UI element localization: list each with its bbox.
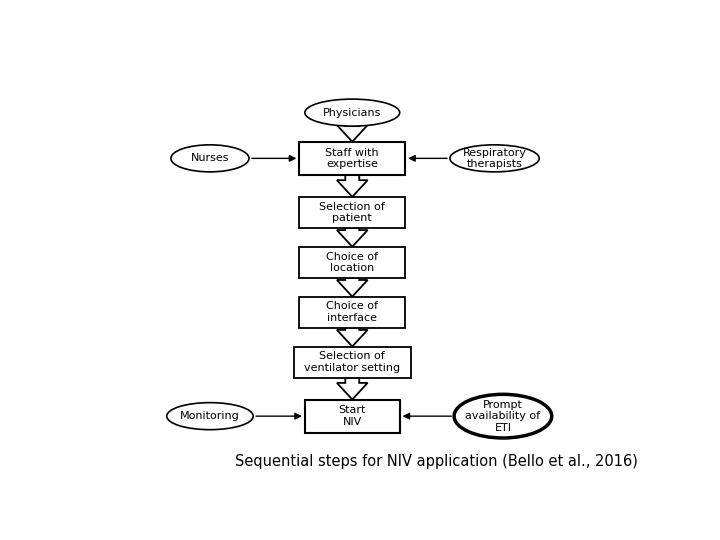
Text: Selection of
patient: Selection of patient (320, 201, 385, 223)
Text: Sequential steps for NIV application (Bello et al., 2016): Sequential steps for NIV application (Be… (235, 454, 637, 469)
FancyBboxPatch shape (305, 400, 400, 433)
Polygon shape (337, 228, 368, 247)
Text: Physicians: Physicians (323, 107, 382, 118)
Text: Nurses: Nurses (191, 153, 229, 164)
FancyBboxPatch shape (300, 197, 405, 228)
Ellipse shape (171, 145, 249, 172)
Polygon shape (337, 125, 368, 141)
Text: Prompt
availability of
ETI: Prompt availability of ETI (465, 400, 541, 433)
Text: Monitoring: Monitoring (180, 411, 240, 421)
FancyBboxPatch shape (300, 141, 405, 175)
FancyBboxPatch shape (300, 296, 405, 328)
Ellipse shape (450, 145, 539, 172)
Polygon shape (337, 328, 368, 347)
FancyBboxPatch shape (300, 247, 405, 278)
Ellipse shape (167, 403, 253, 430)
Text: Respiratory
therapists: Respiratory therapists (463, 147, 526, 169)
Text: Choice of
interface: Choice of interface (326, 301, 378, 323)
FancyBboxPatch shape (294, 347, 411, 377)
Text: Selection of
ventilator setting: Selection of ventilator setting (304, 352, 400, 373)
Polygon shape (337, 175, 368, 197)
Text: Start
NIV: Start NIV (338, 406, 366, 427)
Text: Choice of
location: Choice of location (326, 252, 378, 273)
Ellipse shape (305, 99, 400, 126)
Polygon shape (337, 377, 368, 400)
Polygon shape (337, 278, 368, 296)
Text: Staff with
expertise: Staff with expertise (325, 147, 379, 169)
Ellipse shape (454, 394, 552, 438)
